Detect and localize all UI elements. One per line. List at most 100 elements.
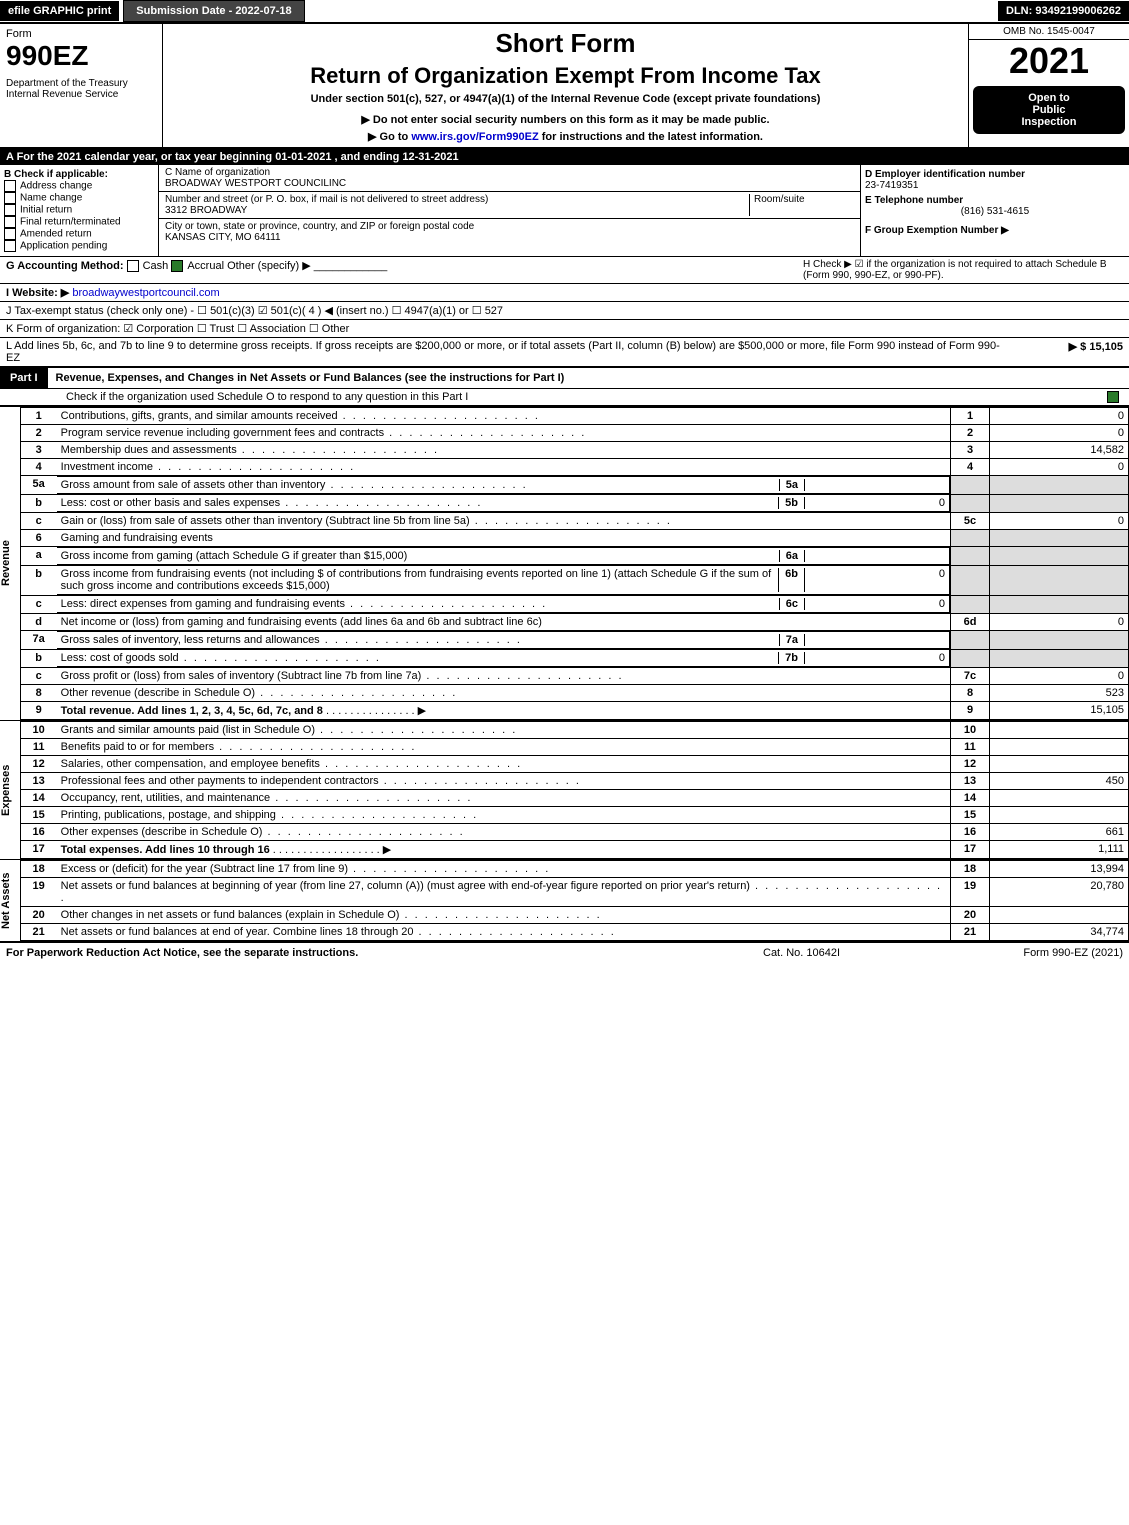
sub-6c: 6c (779, 598, 805, 610)
side-label-revenue: Revenue (0, 407, 20, 720)
desc-10: Grants and similar amounts paid (list in… (57, 722, 951, 739)
open-line1: Open to (981, 92, 1117, 104)
amt-6d: 0 (990, 614, 1129, 631)
lnum-3: 3 (20, 442, 57, 459)
rnum-7c: 7c (951, 668, 990, 685)
ein-label: D Employer identification number (865, 169, 1125, 180)
return-title: Return of Organization Exempt From Incom… (171, 63, 960, 89)
omb-number: OMB No. 1545-0047 (969, 24, 1129, 40)
checkbox-initial-return[interactable] (4, 204, 16, 216)
rnum-8: 8 (951, 685, 990, 702)
header-right: OMB No. 1545-0047 2021 Open to Public In… (968, 24, 1129, 147)
note-goto: ▶ Go to www.irs.gov/Form990EZ for instru… (171, 130, 960, 143)
amt-21: 34,774 (990, 924, 1129, 941)
row-g-h: G Accounting Method: Cash Accrual Other … (0, 257, 1129, 284)
lnum-15: 15 (20, 807, 57, 824)
amt-10 (990, 722, 1129, 739)
lnum-5c: c (20, 513, 57, 530)
desc-1: Contributions, gifts, grants, and simila… (57, 408, 951, 425)
amt-14 (990, 790, 1129, 807)
label-other-method: Other (specify) ▶ (227, 260, 311, 272)
rnum-16: 16 (951, 824, 990, 841)
short-form-title: Short Form (171, 28, 960, 59)
rnum-5a-shade (951, 476, 990, 495)
checkbox-amended-return[interactable] (4, 228, 16, 240)
desc-6a: Gross income from gaming (attach Schedul… (61, 550, 779, 562)
row-k-form-org: K Form of organization: ☑ Corporation ☐ … (0, 320, 1129, 338)
irs-link[interactable]: www.irs.gov/Form990EZ (411, 131, 538, 143)
checkbox-final-return[interactable] (4, 216, 16, 228)
label-address-change: Address change (20, 181, 92, 192)
lnum-21: 21 (20, 924, 57, 941)
street-label: Number and street (or P. O. box, if mail… (165, 194, 749, 205)
rnum-5b-shade (951, 494, 990, 513)
website-link[interactable]: broadwaywestportcouncil.com (72, 287, 219, 299)
col-b-checkboxes: B Check if applicable: Address change Na… (0, 165, 159, 256)
side-label-net-assets: Net Assets (0, 860, 20, 941)
subval-7b: 0 (805, 652, 945, 664)
rnum-2: 2 (951, 425, 990, 442)
efile-print-button[interactable]: efile GRAPHIC print (0, 1, 119, 21)
rnum-17: 17 (951, 841, 990, 859)
desc-3: Membership dues and assessments (57, 442, 951, 459)
expenses-table: 10Grants and similar amounts paid (list … (20, 721, 1129, 859)
desc-6: Gaming and fundraising events (57, 530, 951, 547)
sub-5a: 5a (779, 479, 805, 491)
amt-5b-shade (990, 494, 1129, 513)
lnum-16: 16 (20, 824, 57, 841)
rnum-6c-shade (951, 595, 990, 614)
group-exemption-label: F Group Exemption Number ▶ (865, 225, 1125, 236)
desc-5a: Gross amount from sale of assets other t… (61, 479, 779, 491)
part-i-title: Revenue, Expenses, and Changes in Net As… (48, 368, 1129, 388)
desc-21: Net assets or fund balances at end of ye… (57, 924, 951, 941)
amt-20 (990, 907, 1129, 924)
lnum-19: 19 (20, 878, 57, 907)
desc-12: Salaries, other compensation, and employ… (57, 756, 951, 773)
rnum-10: 10 (951, 722, 990, 739)
row-h-schedule-b: H Check ▶ ☑ if the organization is not r… (803, 259, 1123, 281)
checkbox-address-change[interactable] (4, 180, 16, 192)
lnum-2: 2 (20, 425, 57, 442)
checkbox-accrual[interactable] (171, 260, 183, 272)
row-l-amount: ▶ $ 15,105 (1003, 340, 1123, 364)
amt-4: 0 (990, 459, 1129, 476)
header-center: Short Form Return of Organization Exempt… (163, 24, 968, 147)
lnum-7b: b (20, 649, 57, 668)
open-line3: Inspection (981, 116, 1117, 128)
lnum-11: 11 (20, 739, 57, 756)
label-name-change: Name change (20, 193, 82, 204)
lnum-13: 13 (20, 773, 57, 790)
desc-6b: Gross income from fundraising events (no… (61, 568, 779, 592)
amt-17: 1,111 (990, 841, 1129, 859)
org-name-label: C Name of organization (165, 167, 854, 178)
lnum-4: 4 (20, 459, 57, 476)
footer-cat-no: Cat. No. 10642I (763, 947, 963, 959)
checkbox-application-pending[interactable] (4, 240, 16, 252)
checkbox-name-change[interactable] (4, 192, 16, 204)
sub-5b: 5b (778, 497, 805, 509)
expenses-section: Expenses 10Grants and similar amounts pa… (0, 720, 1129, 859)
lnum-14: 14 (20, 790, 57, 807)
rnum-3: 3 (951, 442, 990, 459)
part-i-check-text: Check if the organization used Schedule … (6, 391, 1107, 403)
desc-19: Net assets or fund balances at beginning… (57, 878, 951, 907)
lnum-8: 8 (20, 685, 57, 702)
checkbox-schedule-o[interactable] (1107, 391, 1119, 403)
row-l-text: L Add lines 5b, 6c, and 7b to line 9 to … (6, 340, 1003, 364)
desc-16: Other expenses (describe in Schedule O) (57, 824, 951, 841)
amt-5a-shade (990, 476, 1129, 495)
header-left: Form 990EZ Department of the Treasury In… (0, 24, 163, 147)
rnum-5c: 5c (951, 513, 990, 530)
lnum-9: 9 (20, 702, 57, 720)
lnum-5a: 5a (20, 476, 57, 495)
rnum-4: 4 (951, 459, 990, 476)
label-initial-return: Initial return (20, 205, 72, 216)
subval-7a (805, 634, 945, 646)
lnum-6d: d (20, 614, 57, 631)
street-address: 3312 BROADWAY (165, 205, 749, 216)
label-final-return: Final return/terminated (20, 217, 121, 228)
desc-8: Other revenue (describe in Schedule O) (57, 685, 951, 702)
checkbox-cash[interactable] (127, 260, 139, 272)
lnum-6a: a (20, 547, 57, 566)
amt-6-shade (990, 530, 1129, 547)
